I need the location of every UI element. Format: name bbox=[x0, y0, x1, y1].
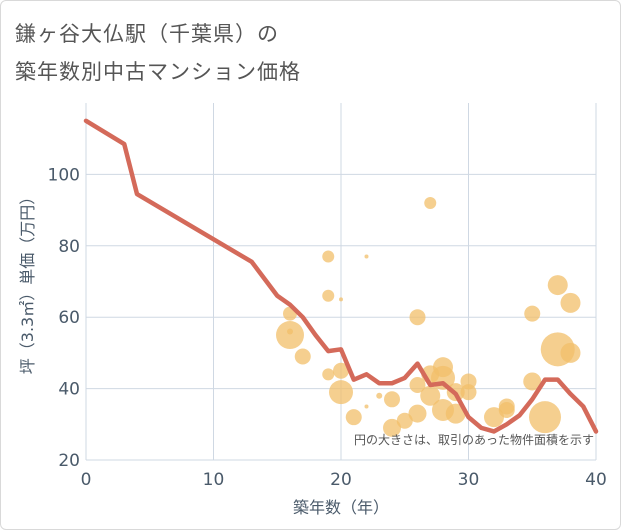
bubble-point-9 bbox=[322, 368, 335, 381]
bubble-point-16 bbox=[383, 418, 401, 437]
bubble-point-20 bbox=[408, 404, 427, 423]
bubble-point-10 bbox=[333, 362, 349, 379]
bubble-point-39 bbox=[560, 342, 581, 363]
x-axis-label: 築年数（年） bbox=[293, 498, 389, 517]
bubble-point-38 bbox=[560, 292, 581, 313]
bubble-point-14 bbox=[376, 392, 383, 399]
bubble-point-11 bbox=[329, 380, 353, 405]
x-tick-label-4: 40 bbox=[585, 470, 607, 490]
y-axis-label: 坪（3.3㎡）単価（万円） bbox=[18, 189, 37, 374]
bubble-point-12 bbox=[345, 409, 362, 426]
bubble-point-22 bbox=[420, 385, 441, 406]
bubble-point-13 bbox=[364, 404, 369, 409]
page-title-line-1: 鎌ヶ谷大仏駅（千葉県）の bbox=[15, 22, 279, 46]
average-price-line bbox=[83, 118, 599, 434]
x-tick-label-3: 30 bbox=[458, 470, 480, 490]
x-tick-label-2: 20 bbox=[330, 470, 352, 490]
bubble-point-34 bbox=[523, 372, 542, 391]
bubble-point-15 bbox=[384, 391, 400, 408]
grid-lines bbox=[85, 103, 597, 461]
bubble-point-29 bbox=[460, 384, 477, 401]
bubble-point-18 bbox=[409, 309, 426, 326]
y-tick-label-4: 100 bbox=[48, 165, 80, 185]
bubble-point-3 bbox=[322, 289, 335, 302]
y-tick-label-3: 80 bbox=[58, 237, 80, 257]
bubble-point-7 bbox=[276, 321, 304, 350]
x-tick-label-1: 10 bbox=[203, 470, 225, 490]
bubble-point-17 bbox=[396, 412, 413, 429]
y-tick-label-2: 60 bbox=[58, 308, 80, 328]
y-tick-label-1: 40 bbox=[58, 380, 80, 400]
bubble-point-30 bbox=[484, 407, 504, 428]
average-line-series bbox=[83, 118, 599, 434]
page-title-line-2: 築年数別中古マンション価格 bbox=[15, 60, 301, 84]
axes: 0 10 20 30 40 20 40 60 80 100 bbox=[48, 165, 607, 490]
bubble-point-27 bbox=[445, 403, 466, 424]
bubble-point-8 bbox=[294, 348, 311, 365]
y-tick-label-0: 20 bbox=[58, 451, 80, 471]
bubble-point-1 bbox=[322, 250, 335, 263]
bubble-point-19 bbox=[409, 377, 426, 394]
bubble-point-36 bbox=[547, 275, 568, 296]
bubble-point-33 bbox=[524, 305, 541, 322]
bubble-point-0 bbox=[424, 196, 437, 209]
chart-annotation: 円の大きさは、取引のあった物件面積を示す bbox=[354, 432, 594, 447]
x-tick-label-0: 0 bbox=[81, 470, 92, 490]
bubble-point-32 bbox=[498, 402, 515, 419]
bubble-point-4 bbox=[339, 297, 343, 302]
bubble-point-2 bbox=[364, 254, 369, 259]
bubble-point-35 bbox=[529, 401, 561, 434]
bubble-series bbox=[276, 196, 581, 437]
